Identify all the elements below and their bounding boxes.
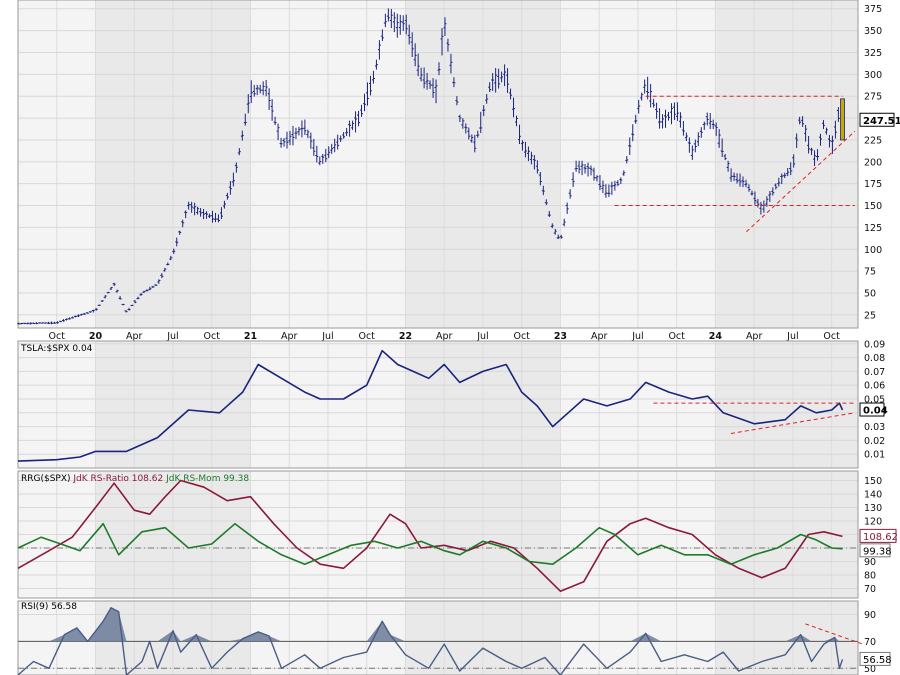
x-tick-label: Oct: [668, 331, 685, 342]
ratio-y-tick-label: 0.09: [864, 339, 885, 350]
rsi-y-tick-label: 70: [864, 637, 876, 648]
price-y-tick-label: 350: [864, 26, 882, 37]
rrg-y-tick-label: 70: [864, 584, 876, 595]
rrg-title-segment: JdK RS-Mom 99.38: [165, 474, 249, 484]
rrg-y-tick-label: 90: [864, 557, 876, 568]
price-y-tick-label: 100: [864, 245, 882, 256]
rrg-title-segment: RRG($SPX): [21, 474, 73, 484]
price-last-value-box: [859, 112, 895, 127]
rs-momentum-last-value-box: [859, 543, 891, 558]
ratio-panel: 0.010.020.030.040.050.060.070.080.090.04: [17, 339, 888, 469]
ratio-y-tick-label: 0.05: [864, 394, 885, 405]
x-tick-label: 20: [89, 331, 103, 342]
ratio-y-tick-label: 0.01: [864, 450, 885, 461]
price-frame: [17, 0, 859, 329]
rsi-last-value: 56.58: [863, 655, 892, 666]
ratio-last-value: 0.04: [863, 406, 888, 417]
x-tick-label: Jul: [166, 331, 178, 342]
price-y-tick-label: 150: [864, 201, 882, 212]
price-panel: 2550751001251501752002252502753003253503…: [17, 0, 900, 342]
rrg-y-tick-label: 150: [864, 476, 882, 487]
price-trendline: [746, 130, 856, 233]
x-tick-label: 21: [244, 331, 257, 342]
price-y-tick-label: 275: [864, 92, 882, 103]
ratio-last-value-box: [859, 402, 885, 417]
price-y-tick-label: 175: [864, 179, 882, 190]
ratio-y-tick-label: 0.08: [864, 353, 885, 364]
ratio-y-tick-label: 0.07: [864, 367, 885, 378]
rs-momentum-last-value: 99.38: [863, 546, 892, 557]
price-y-tick-label: 75: [864, 267, 876, 278]
price-last-value: 247.51: [863, 116, 900, 127]
x-tick-label: Jul: [476, 331, 488, 342]
rrg-frame: [17, 470, 859, 599]
x-tick-label: Apr: [126, 331, 143, 342]
price-y-tick-label: 200: [864, 157, 882, 168]
x-tick-label: Jul: [321, 331, 333, 342]
ratio-y-tick-label: 0.03: [864, 422, 885, 433]
rrg-y-tick-label: 120: [864, 516, 882, 527]
rsi-trendline: [805, 623, 863, 645]
price-y-tick-label: 25: [864, 310, 876, 321]
rsi-y-tick-label: 90: [864, 610, 876, 621]
ratio-panel-title: TSLA:$SPX 0.04: [20, 344, 93, 354]
rrg-y-tick-label: 140: [864, 489, 882, 500]
rrg-title-segment: JdK RS-Ratio 108.62: [72, 474, 166, 484]
ratio-y-tick-label: 0.02: [864, 436, 885, 447]
x-tick-label: Oct: [49, 331, 66, 342]
x-tick-label: Apr: [436, 331, 453, 342]
x-tick-label: Jul: [786, 331, 798, 342]
price-y-tick-label: 50: [864, 289, 876, 300]
rrg-y-tick-label: 130: [864, 503, 882, 514]
ratio-year-band: [715, 341, 858, 468]
price-y-tick-label: 125: [864, 223, 882, 234]
rs-momentum-line: [17, 522, 843, 565]
ratio-frame: [17, 340, 859, 469]
x-tick-label: Jul: [631, 331, 643, 342]
x-tick-label: Oct: [513, 331, 530, 342]
x-tick-label: Oct: [823, 331, 840, 342]
rsi-y-tick-label: 50: [864, 664, 876, 675]
rs-ratio-last-value: 108.62: [863, 532, 898, 543]
rs-ratio-line: [17, 479, 843, 592]
x-tick-label: Oct: [358, 331, 375, 342]
price-year-band: [715, 0, 858, 328]
x-tick-label: Apr: [281, 331, 298, 342]
rs-ratio-last-value-box: [859, 528, 897, 543]
x-tick-label: Apr: [591, 331, 608, 342]
price-y-tick-label: 325: [864, 48, 882, 59]
x-tick-label: Oct: [204, 331, 221, 342]
x-tick-label: Apr: [746, 331, 763, 342]
rrg-y-tick-label: 80: [864, 571, 876, 582]
ratio-y-tick-label: 0.06: [864, 381, 885, 392]
rsi-line: [17, 607, 844, 675]
rsi-panel-title: RSI(9) 56.58: [21, 602, 77, 612]
x-tick-label: 22: [399, 331, 412, 342]
price-y-tick-label: 375: [864, 4, 882, 15]
rsi-panel: 50 70 90 56.58: [17, 600, 892, 675]
latest-bar-highlight: [840, 98, 845, 141]
rsi-year-band: [715, 601, 858, 675]
rsi-overbought-fill: [18, 607, 843, 642]
price-y-tick-label: 300: [864, 70, 882, 81]
x-tick-label: 24: [709, 331, 723, 342]
rsi-frame: [17, 600, 859, 675]
rsi-last-value-box: [859, 651, 891, 666]
ratio-line: [17, 349, 844, 462]
price-y-tick-label: 225: [864, 135, 882, 146]
rrg-panel-title: RRG($SPX) JdK RS-Ratio 108.62 JdK RS-Mom…: [21, 474, 249, 484]
x-tick-label: 23: [554, 331, 567, 342]
